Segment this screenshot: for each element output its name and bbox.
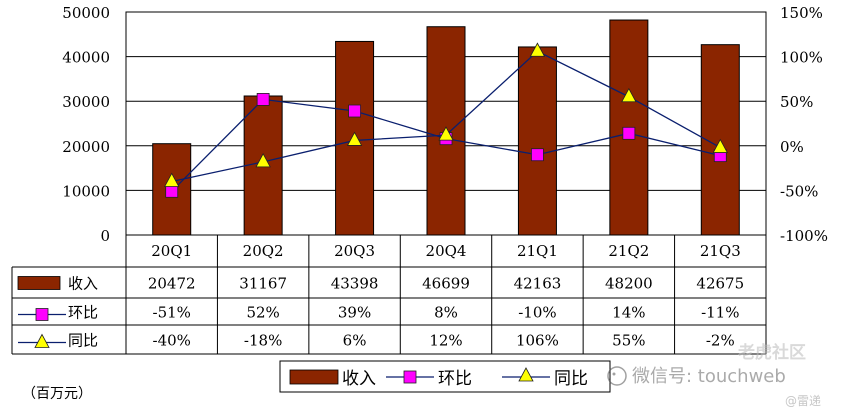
row-header-label: 同比 [68, 332, 98, 350]
y-right-tick-label: 150% [780, 4, 823, 22]
legend-key-revenue [289, 369, 339, 385]
y-left-tick-label: 50000 [62, 4, 110, 22]
y-left-tick-label: 30000 [62, 93, 110, 111]
y-left-tick-label: 40000 [62, 49, 110, 67]
watermark-sub: @雷递 [785, 394, 821, 408]
x-tick-label: 21Q1 [517, 242, 558, 260]
y-left-tick-label: 0 [100, 227, 110, 245]
unit-note: （百万元） [22, 386, 92, 402]
row-header-label: 收入 [68, 275, 98, 293]
bar-series-revenue [152, 19, 740, 236]
point-yoy [621, 87, 637, 103]
line-series [164, 42, 728, 198]
table-cell: 43398 [331, 275, 379, 293]
row-key-revenue [17, 276, 61, 290]
table-cell: 106% [516, 332, 559, 350]
table-cell: 6% [343, 332, 367, 350]
legend-key-ring [403, 370, 417, 384]
table-cell: -51% [153, 304, 191, 322]
x-tick-label: 20Q3 [334, 242, 375, 260]
table-cell: 52% [246, 304, 279, 322]
x-tick-label: 21Q3 [700, 242, 741, 260]
row-header-label: 环比 [68, 304, 98, 322]
y-left-tick-label: 20000 [62, 138, 110, 156]
x-tick-label: 20Q2 [243, 242, 284, 260]
watermark-wechat-icon [607, 366, 627, 386]
watermark-text: 微信号: touchweb [632, 366, 786, 387]
point-ring [531, 148, 544, 162]
y-right-tick-label: 100% [780, 49, 823, 67]
legend: 收入 环比 同比 [279, 360, 611, 393]
point-yoy [712, 138, 728, 153]
plot-border [125, 11, 767, 236]
y-right-tick-label: 50% [780, 93, 813, 111]
table-cell: 8% [434, 304, 458, 322]
point-yoy [529, 42, 546, 57]
x-tick-label: 20Q4 [426, 242, 467, 260]
point-yoy [255, 153, 271, 168]
watermark-brand: 老虎社区 [737, 342, 806, 363]
row-key-yoy [34, 333, 50, 348]
legend-label-yoy: 同比 [554, 369, 588, 389]
x-tick-label: 20Q1 [151, 242, 192, 260]
table-cell: -10% [518, 304, 556, 322]
x-tick-label: 21Q2 [608, 242, 649, 260]
y-right-tick-label: -50% [780, 182, 818, 200]
point-ring [622, 126, 636, 140]
table-cell: -2% [706, 332, 735, 350]
point-yoy [346, 131, 363, 146]
table-cell: -11% [701, 304, 739, 322]
axes: 0 10000 20000 30000 40000 50000 -100% -50% 0% 50%… [62, 4, 828, 245]
y-right-tick-label: -100% [780, 227, 828, 245]
table-cell: 14% [612, 304, 645, 322]
data-table: 20Q1 20Q2 20Q3 20Q4 21Q1 21Q2 21Q3 收入 20472 31167… [11, 235, 767, 355]
point-ring [256, 93, 270, 106]
bar-revenue [517, 46, 557, 236]
point-ring [348, 104, 361, 118]
table-cell: 46699 [422, 275, 470, 293]
point-ring [165, 184, 179, 198]
table-cell: 12% [429, 332, 462, 350]
table-cell: 20472 [148, 275, 196, 293]
table-cell: -40% [153, 332, 191, 350]
watermark-wechat-icon-eye [612, 372, 616, 376]
table-cell: -18% [244, 332, 282, 350]
point-yoy [164, 172, 180, 187]
y-right-tick-label: 0% [780, 138, 804, 156]
table-cell: 42163 [514, 275, 562, 293]
legend-label-ring: 环比 [438, 369, 472, 389]
table-cell: 42675 [696, 275, 744, 293]
row-key-ring [35, 308, 49, 321]
table-cell: 31167 [239, 275, 287, 293]
table-cell: 39% [338, 304, 371, 322]
point-yoy [438, 126, 454, 141]
table-cell: 55% [612, 332, 645, 350]
y-left-tick-label: 10000 [62, 182, 110, 200]
watermark: 微信号: touchweb 老虎社区 @雷递 [607, 342, 821, 408]
legend-label-revenue: 收入 [342, 369, 376, 389]
legend-key-yoy [518, 367, 534, 382]
table-cell: 48200 [605, 275, 653, 293]
